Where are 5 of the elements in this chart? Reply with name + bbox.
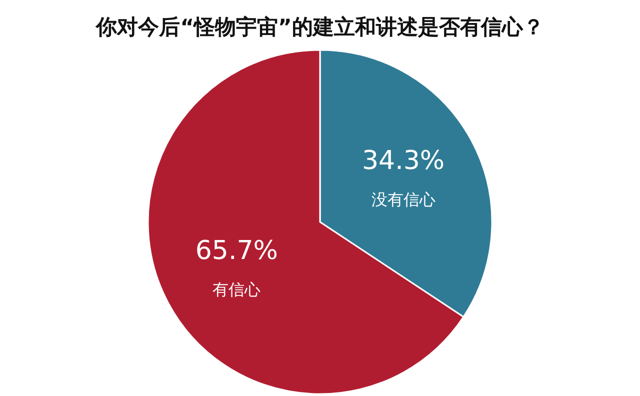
chart-title: 你对今后“怪物宇宙”的建立和讲述是否有信心？ <box>95 15 544 39</box>
slice-label: 有信心 <box>212 280 261 299</box>
data-label: 34.3% <box>362 146 445 176</box>
slice-label: 没有信心 <box>371 190 436 210</box>
data-label: 65.7% <box>195 236 278 266</box>
